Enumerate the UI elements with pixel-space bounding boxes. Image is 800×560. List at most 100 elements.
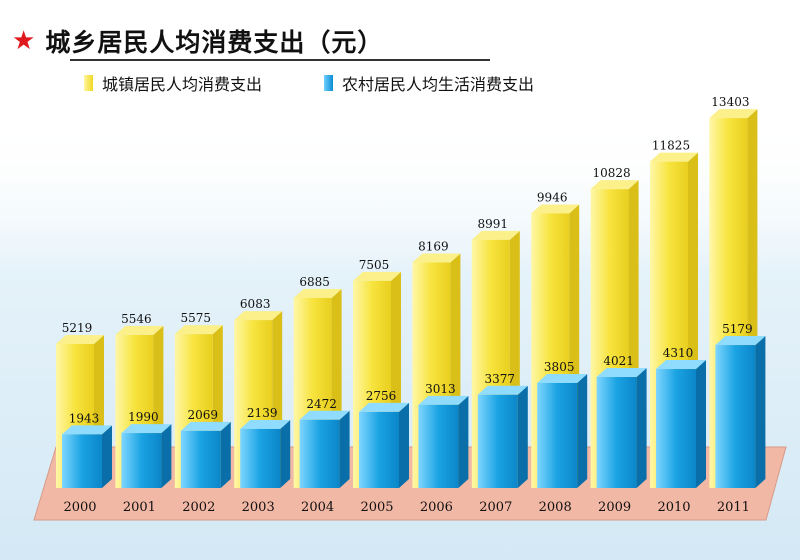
urban-value-label-2006: 8169 — [418, 240, 449, 254]
rural-value-label-2011: 5179 — [722, 322, 753, 336]
rural-bar-2007-top — [477, 385, 528, 395]
rural-bar-2005 — [359, 402, 409, 488]
rural-bar-2007-side — [517, 385, 528, 488]
urban-bar-2004-top — [293, 288, 342, 298]
urban-value-label-2003: 6083 — [240, 297, 271, 311]
rural-bar-2009-top — [596, 368, 647, 378]
rural-bar-2008 — [537, 373, 588, 488]
rural-bar-2006-front — [418, 404, 459, 488]
rural-bar-2009-front — [596, 377, 637, 488]
rural-bar-2002-side — [220, 421, 231, 488]
urban-value-label-2011: 13403 — [711, 95, 749, 109]
rural-bar-2006 — [418, 395, 469, 488]
rural-value-label-2007: 3377 — [485, 372, 516, 386]
rural-bar-2000-side — [102, 425, 112, 488]
rural-bar-2002-front — [180, 430, 221, 488]
rural-bar-2001-top — [121, 424, 172, 434]
urban-bar-2005-top — [353, 271, 401, 281]
rural-bar-2011 — [715, 336, 766, 488]
rural-bar-2003 — [240, 419, 291, 488]
rural-value-label-2006: 3013 — [425, 382, 456, 396]
x-tick-label-2011: 2011 — [717, 500, 750, 515]
urban-bar-2008-top — [531, 204, 580, 214]
urban-value-label-2000: 5219 — [62, 321, 93, 335]
rural-bar-2010-top — [656, 360, 706, 370]
legend-urban-swatch — [84, 75, 93, 91]
x-tick-label-2006: 2006 — [420, 500, 453, 515]
rural-bar-2001-front — [121, 433, 162, 488]
rural-value-label-2003: 2139 — [247, 406, 278, 420]
rural-value-label-2009: 4021 — [603, 354, 634, 368]
x-tick-label-2009: 2009 — [598, 500, 631, 515]
rural-bar-2004-side — [339, 410, 350, 488]
rural-bar-2003-front — [240, 428, 281, 488]
legend-rural-label: 农村居民人均生活消费支出 — [342, 75, 535, 94]
rural-bar-2010-side — [696, 360, 706, 488]
rural-value-label-2008: 3805 — [544, 360, 575, 374]
rural-bar-2008-side — [577, 373, 588, 488]
urban-value-label-2004: 6885 — [299, 275, 330, 289]
rural-bar-2007-front — [477, 394, 518, 488]
urban-bar-2006-top — [412, 253, 461, 263]
rural-bar-2003-side — [280, 419, 291, 488]
rural-bar-2007 — [477, 385, 528, 488]
rural-bar-2000-front — [62, 434, 102, 488]
x-tick-label-2002: 2002 — [182, 500, 215, 515]
rural-bar-2011-side — [755, 336, 766, 488]
urban-value-label-2007: 8991 — [478, 217, 509, 231]
x-tick-label-2005: 2005 — [360, 500, 393, 515]
urban-value-label-2008: 9946 — [537, 190, 568, 204]
x-tick-label-2000: 2000 — [63, 500, 96, 515]
urban-bar-2001-top — [115, 325, 164, 335]
rural-bar-2009-side — [636, 368, 647, 488]
legend-urban: 城镇居民人均消费支出 — [84, 71, 262, 95]
urban-bar-2003-top — [234, 311, 283, 321]
rural-bar-2003-top — [240, 419, 291, 429]
rural-bar-2005-side — [399, 402, 409, 488]
chart-title: 城乡居民人均消费支出（元） — [45, 28, 384, 57]
rural-bar-2004-top — [299, 410, 350, 420]
urban-bar-2007-top — [471, 230, 520, 240]
x-tick-label-2004: 2004 — [301, 500, 334, 515]
rural-bar-2005-top — [359, 402, 409, 412]
rural-bar-2001-side — [161, 424, 172, 488]
rural-value-label-2002: 2069 — [188, 408, 219, 422]
urban-bar-2010-top — [650, 152, 698, 162]
rural-bar-2010 — [656, 360, 706, 488]
urban-bar-2009-top — [590, 180, 639, 190]
legend-urban-label: 城镇居民人均消费支出 — [102, 75, 263, 94]
legend-rural-swatch — [324, 75, 333, 91]
rural-value-label-2004: 2472 — [306, 397, 337, 411]
rural-bar-2002 — [180, 421, 231, 488]
urban-bar-2000-top — [56, 334, 104, 344]
title-row: ★ 城乡居民人均消费支出（元） — [12, 24, 383, 58]
rural-bar-2011-top — [715, 336, 766, 346]
title-underline — [70, 59, 490, 61]
x-tick-label-2010: 2010 — [657, 500, 690, 515]
rural-value-label-2005: 2756 — [366, 389, 397, 403]
rural-bar-2000-top — [62, 425, 112, 435]
urban-value-label-2010: 11825 — [652, 139, 690, 153]
x-tick-label-2001: 2001 — [123, 500, 156, 515]
rural-bar-2009 — [596, 368, 647, 488]
rural-bar-2004-front — [299, 419, 340, 488]
x-tick-label-2008: 2008 — [539, 500, 572, 515]
urban-value-label-2001: 5546 — [121, 312, 152, 326]
rural-bar-2000 — [62, 425, 112, 488]
rural-bar-2006-side — [458, 395, 469, 488]
rural-value-label-2000: 1943 — [69, 411, 100, 425]
x-tick-label-2007: 2007 — [479, 500, 512, 515]
urban-value-label-2002: 5575 — [181, 311, 212, 325]
rural-value-label-2001: 1990 — [128, 410, 159, 424]
x-tick-label-2003: 2003 — [242, 500, 275, 515]
rural-bar-2006-top — [418, 395, 469, 405]
legend-rural: 农村居民人均生活消费支出 — [324, 71, 534, 95]
urban-value-label-2009: 10828 — [593, 166, 631, 180]
urban-bar-2002-top — [174, 325, 223, 335]
rural-bar-2005-front — [359, 411, 399, 488]
star-icon: ★ — [12, 26, 36, 56]
rural-bar-2008-top — [537, 373, 588, 383]
rural-bar-2010-front — [656, 369, 696, 488]
